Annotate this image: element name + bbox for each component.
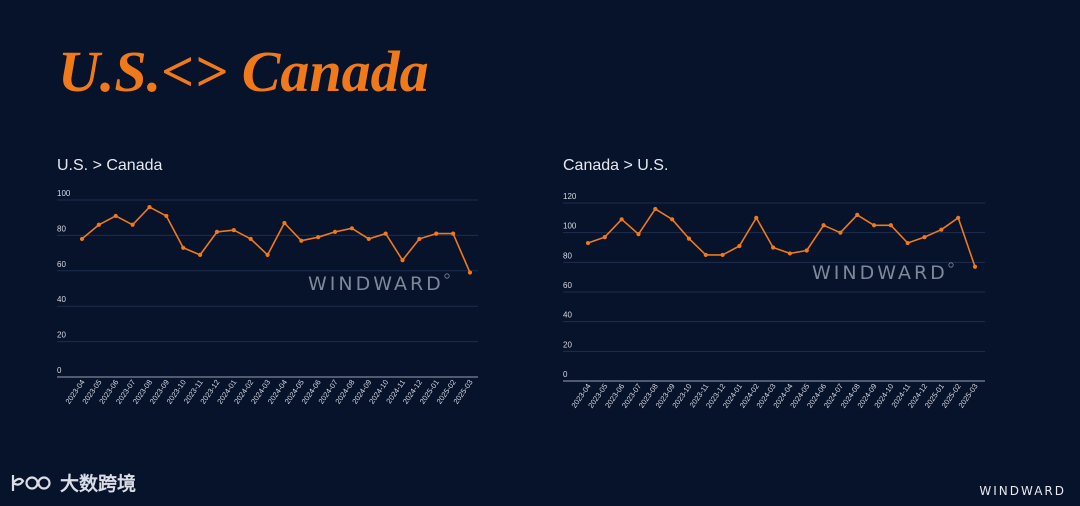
bottom-logo-text: 大数跨境	[60, 474, 137, 495]
data-point	[619, 217, 624, 222]
y-tick-label: 100	[57, 189, 71, 198]
y-tick-label: 40	[57, 295, 66, 304]
data-point	[585, 240, 591, 246]
data-point	[972, 264, 978, 269]
data-point	[922, 235, 927, 240]
bottom-left-logo: 大数跨境	[10, 469, 136, 496]
data-point	[400, 258, 405, 263]
y-tick-label: 20	[57, 331, 66, 340]
y-tick-label: 20	[563, 340, 572, 349]
data-point	[636, 232, 641, 237]
data-point	[838, 230, 843, 235]
data-point	[79, 236, 85, 242]
data-point	[299, 238, 304, 243]
data-point	[855, 212, 860, 217]
data-point	[905, 240, 910, 246]
data-point	[653, 206, 658, 212]
data-point	[871, 223, 877, 228]
data-point	[181, 245, 186, 250]
chart-title-us-to-canada: U.S. > Canada	[57, 157, 163, 174]
data-point	[164, 213, 169, 219]
y-tick-label: 80	[57, 224, 66, 233]
data-point	[113, 213, 118, 219]
data-point	[231, 227, 236, 233]
data-point	[214, 229, 220, 234]
watermark-text: WINDWARD	[308, 273, 444, 295]
y-tick-label: 0	[563, 370, 568, 379]
watermark-text: WINDWARD	[812, 262, 948, 284]
data-point	[670, 217, 675, 222]
footer-brand: WINDWARD	[979, 484, 1066, 498]
data-point	[417, 236, 422, 242]
data-point	[686, 236, 692, 241]
data-point	[737, 243, 742, 249]
data-point	[821, 223, 826, 228]
series-line	[587, 208, 976, 268]
data-point	[383, 231, 388, 236]
data-point	[96, 222, 101, 227]
y-tick-label: 120	[563, 192, 577, 201]
data-point	[754, 215, 759, 220]
y-tick-label: 100	[563, 222, 577, 231]
data-point	[451, 231, 456, 236]
data-point	[349, 226, 355, 231]
data-point	[602, 235, 607, 240]
chart-title-canada-to-us: Canada > U.S.	[563, 157, 669, 174]
data-point	[434, 231, 439, 236]
data-point	[197, 252, 203, 257]
data-point	[956, 215, 961, 220]
data-point	[332, 229, 338, 234]
data-point	[265, 252, 270, 257]
data-point	[787, 251, 793, 256]
data-point	[130, 222, 135, 227]
y-tick-label: 40	[563, 311, 572, 320]
data-point	[366, 236, 371, 242]
data-point	[770, 245, 776, 250]
data-point	[939, 227, 944, 232]
data-point	[804, 248, 809, 253]
data-point	[720, 252, 725, 258]
data-point	[888, 223, 893, 228]
slide-title: U.S.<> Canada	[58, 39, 429, 104]
watermark-registered-mark	[948, 262, 954, 268]
series-line	[81, 206, 471, 273]
brand-mark-icon	[11, 474, 51, 491]
y-tick-label: 80	[563, 251, 572, 260]
data-point	[316, 235, 321, 240]
data-point	[282, 220, 287, 226]
data-point	[248, 236, 253, 242]
y-tick-label: 60	[563, 281, 572, 290]
watermark-registered-mark	[444, 273, 450, 279]
data-point	[147, 204, 152, 210]
data-point	[703, 252, 708, 258]
data-point	[467, 270, 473, 275]
y-tick-label: 0	[57, 366, 62, 375]
y-tick-label: 60	[57, 260, 66, 269]
